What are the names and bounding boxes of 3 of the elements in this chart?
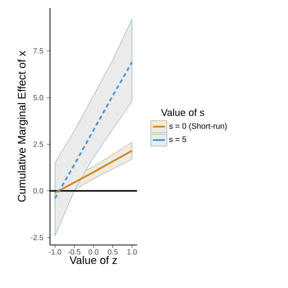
legend-title: Value of s [161,108,204,116]
y-axis-title: Cumulative Marginal Effect of x [18,50,28,202]
x-axis-title: Value of z [70,256,117,264]
